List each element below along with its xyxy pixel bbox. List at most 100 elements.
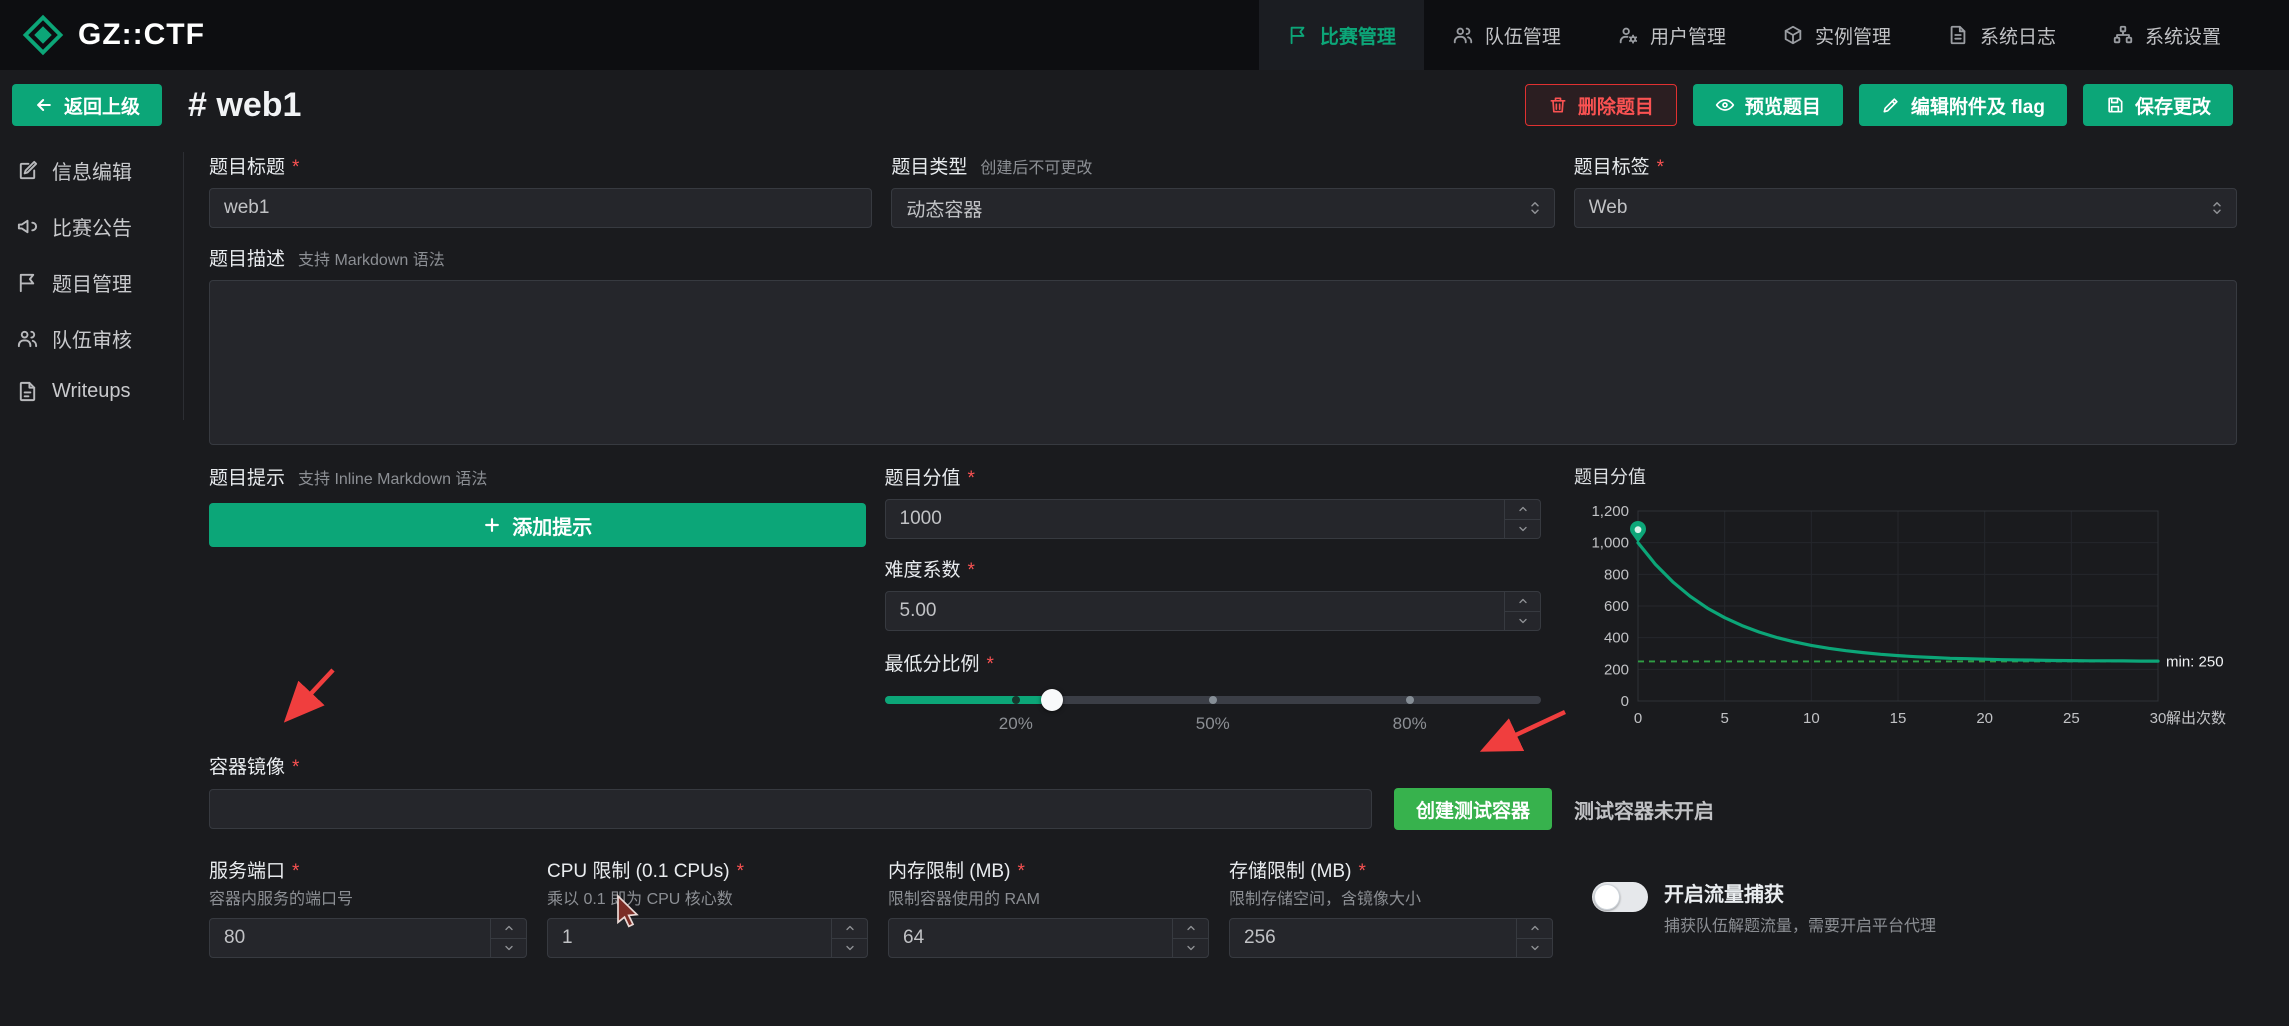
difficulty-input[interactable]: [885, 592, 1504, 630]
container-image-input[interactable]: [210, 790, 1371, 828]
users-icon: [1453, 27, 1473, 44]
svg-text:0: 0: [1634, 710, 1642, 727]
description-textarea[interactable]: [209, 280, 2237, 445]
memory-input[interactable]: [889, 919, 1172, 957]
score-column: 题目分值 * 难度系数 *: [884, 463, 1541, 736]
field-tag: 题目标签 *: [1573, 152, 2237, 228]
page-title: # web1: [188, 85, 302, 124]
note-edit-icon: [19, 160, 38, 180]
eye-icon: [1715, 99, 1735, 111]
nav-item-system-settings[interactable]: 系统设置: [2084, 0, 2249, 70]
field-label: 题目分值: [884, 468, 961, 489]
field-description: 题目描述 支持 Markdown 语法: [209, 244, 2237, 445]
nav-item-system-log[interactable]: 系统日志: [1919, 0, 2084, 70]
field-title: 题目标题 *: [209, 152, 873, 228]
megaphone-icon: [17, 219, 38, 234]
traffic-capture-hint: 捕获队伍解题流量，需要开启平台代理: [1664, 918, 1937, 935]
delete-challenge-button[interactable]: 删除题目: [1524, 84, 1677, 126]
save-changes-button[interactable]: 保存更改: [2082, 84, 2233, 126]
required-star: *: [1017, 861, 1025, 882]
sidebar-item-writeups[interactable]: Writeups: [16, 380, 183, 403]
spinner-down-button[interactable]: [1505, 520, 1540, 539]
spinner-up-button[interactable]: [832, 919, 867, 939]
min-rate-slider[interactable]: 20% 50% 80%: [884, 688, 1541, 736]
nav-item-label: 比赛管理: [1319, 26, 1396, 48]
page-header: 返回上级 # web1 删除题目 预览题目 编辑附件及 flag 保存更改: [0, 70, 2289, 140]
slider-fill: [884, 696, 1052, 704]
field-hint: 限制容器使用的 RAM: [888, 891, 1041, 908]
spinner-down-button[interactable]: [832, 939, 867, 958]
spinner-down-button[interactable]: [1517, 939, 1552, 958]
required-star: *: [292, 861, 300, 882]
svg-text:0: 0: [1621, 693, 1629, 710]
add-hint-button[interactable]: 添加提示: [209, 503, 866, 547]
score-input-box: [884, 499, 1541, 539]
memory-input-box: [888, 918, 1209, 958]
edit-attachment-flag-button[interactable]: 编辑附件及 flag: [1858, 84, 2067, 126]
preview-challenge-button[interactable]: 预览题目: [1692, 84, 1843, 126]
field-score: 题目分值 *: [884, 463, 1541, 539]
svg-text:1,200: 1,200: [1591, 503, 1629, 520]
required-star: *: [1656, 157, 1665, 178]
sidebar-item-announcement[interactable]: 比赛公告: [16, 212, 183, 241]
nav-item-team-manage[interactable]: 队伍管理: [1424, 0, 1589, 70]
writeup-file-icon: [19, 381, 36, 402]
field-label: 存储限制 (MB): [1229, 861, 1352, 882]
spinner-up-button[interactable]: [1517, 919, 1552, 939]
storage-input-box: [1229, 918, 1553, 958]
svg-text:5: 5: [1720, 710, 1728, 727]
storage-input[interactable]: [1230, 919, 1516, 957]
nav-item-user-manage[interactable]: 用户管理: [1589, 0, 1754, 70]
required-star: *: [736, 861, 745, 882]
svg-text:10: 10: [1803, 710, 1820, 727]
spinner-down-button[interactable]: [1505, 612, 1540, 631]
slider-thumb[interactable]: [1040, 689, 1063, 711]
slider-mark: [1208, 696, 1217, 704]
hints-column: 题目提示 支持 Inline Markdown 语法 添加提示: [209, 463, 866, 736]
chart-title: 题目分值: [1574, 467, 1646, 487]
sidebar-item-info-edit[interactable]: 信息编辑: [16, 156, 183, 185]
spinner-up-button[interactable]: [491, 919, 526, 939]
svg-text:600: 600: [1604, 598, 1629, 615]
cpu-input[interactable]: [548, 919, 831, 957]
required-star: *: [967, 560, 975, 581]
logo-text: GZ::CTF: [78, 18, 205, 51]
number-spinner: [1504, 592, 1540, 630]
required-star: *: [967, 468, 975, 489]
spinner-up-button[interactable]: [1505, 592, 1540, 612]
nav-item-contest-manage[interactable]: 比赛管理: [1258, 0, 1424, 70]
flag-icon: [19, 273, 35, 293]
field-port: 服务端口 * 容器内服务的端口号: [209, 856, 527, 958]
sidebar-item-challenge-manage[interactable]: 题目管理: [16, 268, 183, 297]
sidebar: 信息编辑 比赛公告 题目管理 队伍审核 Writeups: [0, 140, 183, 403]
title-input[interactable]: [210, 189, 872, 227]
type-select-value: [892, 189, 1554, 227]
edit-icon: [1883, 98, 1898, 113]
slider-mark: [1011, 696, 1020, 704]
field-min-rate: 最低分比例 * 20% 50% 80%: [884, 649, 1541, 736]
create-test-container-button[interactable]: 创建测试容器: [1394, 788, 1553, 830]
sidebar-item-team-review[interactable]: 队伍审核: [16, 324, 183, 353]
spinner-down-button[interactable]: [1173, 939, 1208, 958]
field-storage: 存储限制 (MB) * 限制存储空间，含镜像大小: [1229, 856, 1553, 958]
nav-items: 比赛管理 队伍管理 用户管理 实例管理 系统日志 系统设置: [1258, 0, 2289, 70]
user-settings-icon: [1619, 27, 1638, 44]
number-spinner: [1516, 919, 1552, 957]
field-hint: 乘以 0.1 即为 CPU 核心数: [547, 891, 733, 908]
nav-item-label: 用户管理: [1649, 26, 1726, 48]
type-select[interactable]: [891, 188, 1555, 228]
nav-item-instance-manage[interactable]: 实例管理: [1754, 0, 1919, 70]
required-star: *: [292, 157, 300, 178]
score-input[interactable]: [885, 500, 1504, 538]
port-input[interactable]: [210, 919, 490, 957]
spinner-up-button[interactable]: [1173, 919, 1208, 939]
field-hint: 限制存储空间，含镜像大小: [1229, 891, 1422, 908]
svg-text:200: 200: [1604, 661, 1629, 678]
tag-select[interactable]: [1573, 188, 2237, 228]
back-button[interactable]: 返回上级: [12, 84, 163, 126]
traffic-capture-toggle[interactable]: [1592, 882, 1648, 912]
svg-text:1,000: 1,000: [1591, 535, 1629, 552]
app-logo[interactable]: GZ::CTF: [22, 14, 205, 56]
spinner-up-button[interactable]: [1505, 500, 1540, 520]
spinner-down-button[interactable]: [491, 939, 526, 958]
